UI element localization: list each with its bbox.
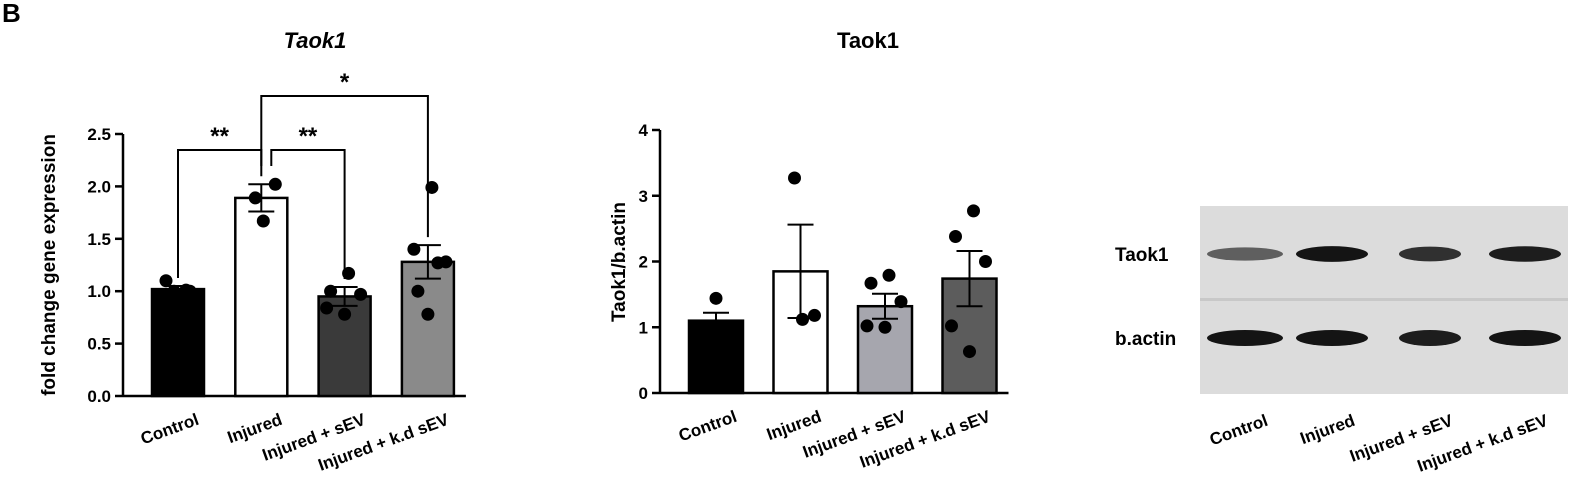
data-point — [796, 312, 809, 326]
y-tick-label: 2.5 — [87, 125, 111, 144]
y-tick-label: 0.0 — [87, 387, 111, 406]
y-tick-label: 1 — [639, 318, 648, 337]
data-point — [248, 191, 262, 205]
data-point — [963, 345, 976, 359]
blot-band — [1399, 330, 1461, 346]
y-tick-label: 0 — [639, 384, 648, 403]
x-tick-label: Control — [676, 407, 739, 446]
data-point — [320, 301, 334, 315]
chart-title: Taok1 — [284, 28, 347, 53]
significance-bracket — [260, 95, 429, 238]
blot-row-label: Taok1 — [1115, 245, 1169, 266]
data-point — [788, 171, 801, 185]
significance-label: ** — [210, 123, 229, 150]
data-point — [864, 276, 878, 290]
panel-label: B — [2, 0, 21, 28]
blot-band — [1207, 330, 1283, 346]
bar — [400, 260, 456, 398]
data-point — [949, 230, 962, 244]
data-point — [159, 274, 173, 288]
blot-band — [1296, 330, 1368, 346]
bar — [234, 196, 289, 398]
blot-band — [1296, 246, 1368, 262]
data-point — [808, 308, 821, 322]
data-point — [411, 284, 425, 298]
y-tick-label: 4 — [639, 121, 649, 140]
blot-band — [1489, 330, 1561, 346]
blot-band — [1399, 246, 1461, 262]
blot-band — [1489, 246, 1561, 262]
data-point — [439, 255, 453, 269]
data-point — [324, 284, 338, 298]
data-point — [882, 268, 896, 282]
y-axis-label: Taok1/b.actin — [609, 202, 630, 322]
chart-gene-expression: Taok1 fold change gene expression 0.0 0.5 1.… — [39, 28, 466, 475]
blot-row-label: b.actin — [1115, 329, 1176, 350]
significance-label: * — [340, 69, 350, 96]
blot-lane-label: Injured — [1298, 411, 1358, 448]
data-point — [894, 295, 908, 309]
y-tick-label: 0.5 — [87, 335, 111, 354]
blot-lane-label: Control — [1207, 411, 1270, 450]
y-tick-label: 1.0 — [87, 282, 111, 301]
data-point — [338, 307, 352, 321]
chart-title: Taok1 — [837, 28, 899, 53]
x-tick-label: Control — [138, 410, 201, 449]
bar — [150, 287, 206, 398]
data-point — [979, 255, 992, 268]
data-point — [256, 214, 270, 228]
data-point — [268, 177, 282, 191]
blot-divider — [1200, 298, 1568, 301]
y-tick-label: 2 — [639, 253, 648, 272]
y-tick-label: 3 — [639, 187, 648, 206]
data-point — [945, 319, 958, 333]
data-point — [354, 287, 368, 301]
bar — [687, 319, 745, 395]
data-point — [967, 204, 980, 218]
data-point — [860, 319, 874, 333]
y-tick-label: 1.5 — [87, 230, 111, 249]
significance-bracket — [270, 149, 346, 280]
data-point — [167, 284, 181, 298]
significance-label: ** — [299, 123, 318, 150]
data-point — [709, 291, 723, 305]
y-axis-label: fold change gene expression — [39, 134, 60, 396]
data-point — [407, 242, 421, 256]
data-point — [183, 284, 197, 298]
y-tick-label: 2.0 — [87, 177, 111, 196]
blot-band — [1207, 247, 1283, 261]
data-point — [878, 320, 892, 334]
data-point — [421, 307, 435, 321]
